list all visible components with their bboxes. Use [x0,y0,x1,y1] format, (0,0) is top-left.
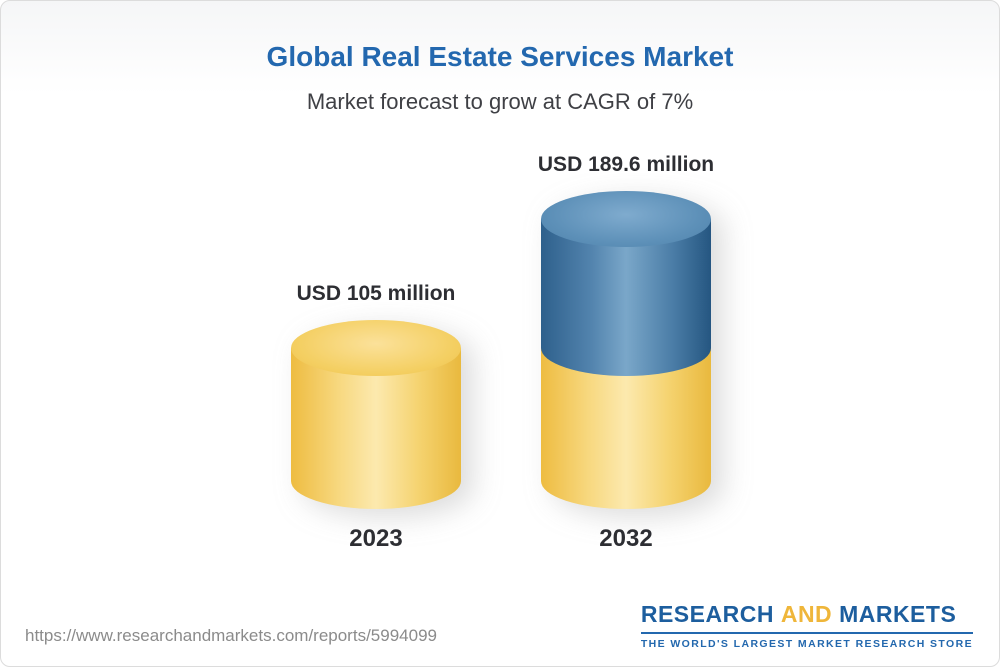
year-label-2023: 2023 [349,525,403,552]
bar-group-2023: USD 105 million 2023 [291,282,461,552]
cylinder-bar-2023 [291,320,461,509]
logo-word-research: RESEARCH [640,601,774,627]
value-label-2032: USD 189.6 million [537,153,715,176]
bar-full-segment [291,348,461,509]
logo-word-markets: MARKETS [839,601,957,627]
bar-growth-segment [541,219,711,377]
logo-divider-rule [640,632,973,634]
page-subtitle: Market forecast to grow at CAGR of 7% [306,89,694,114]
page-title: Global Real Estate Services Market [266,41,734,72]
cylinder-bar-2032 [541,191,711,509]
bar-group-2032: USD 189.6 million 2032 [537,153,715,552]
year-label-2032: 2032 [599,525,653,552]
report-url-link[interactable]: https://www.researchandmarkets.com/repor… [25,626,437,645]
research-and-markets-logo: RESEARCH AND MARKETS THE WORLD'S LARGEST… [640,601,973,650]
value-label-2023: USD 105 million [296,282,456,306]
logo-space-1 [774,601,781,627]
logo-tagline: THE WORLD'S LARGEST MARKET RESEARCH STOR… [640,638,973,650]
logo-wordmark: RESEARCH AND MARKETS [641,601,973,628]
logo-word-and: AND [780,601,833,627]
